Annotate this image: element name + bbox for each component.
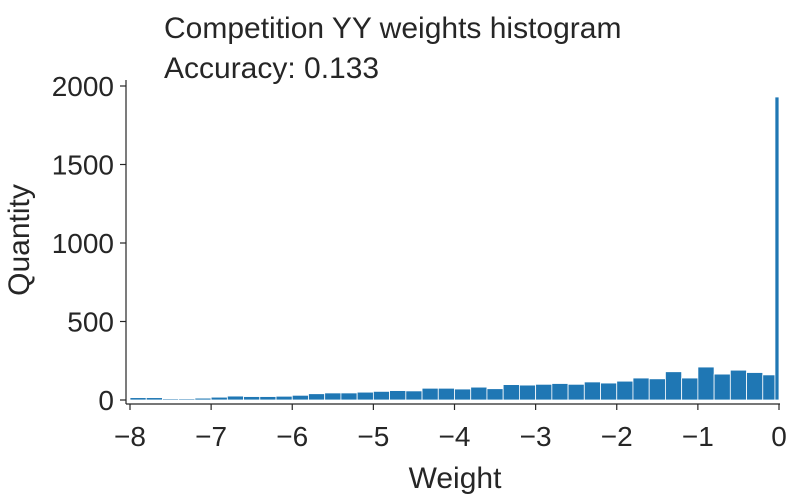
histogram-bar: [519, 384, 537, 401]
histogram-bar: [226, 395, 244, 401]
y-tick-label: 1500: [52, 150, 114, 181]
histogram-bar: [502, 384, 520, 401]
histogram-bar: [486, 388, 504, 401]
x-axis-label: Weight: [409, 462, 502, 495]
histogram-bar: [210, 396, 228, 401]
x-tick-label: −1: [682, 421, 714, 452]
histogram-bar: [583, 381, 601, 401]
histogram-bar: [713, 373, 731, 401]
y-tick-label: 500: [67, 307, 114, 338]
histogram-bar: [129, 397, 147, 401]
x-tick-label: −6: [276, 421, 308, 452]
x-tick-label: −5: [357, 421, 389, 452]
y-tick-label: 0: [98, 385, 114, 416]
histogram-bar: [275, 395, 293, 401]
histogram-bar: [616, 380, 634, 401]
histogram-bar: [291, 394, 309, 401]
y-axis-label: Quantity: [3, 184, 36, 296]
x-tick-label: 0: [771, 421, 787, 452]
histogram-bar: [324, 392, 342, 401]
y-tick-label: 1000: [52, 228, 114, 259]
histogram-bar: [389, 390, 407, 401]
histogram-bar: [567, 383, 585, 401]
histogram-bar: [162, 398, 180, 401]
histogram-bar: [665, 371, 683, 401]
x-tick-label: −3: [520, 421, 552, 452]
histogram-bar: [470, 386, 488, 401]
histogram-bar: [648, 378, 666, 401]
histogram-bar: [259, 396, 277, 401]
x-tick-label: −8: [114, 421, 146, 452]
ticks-group: 0 500 1000 1500 2000 −8 −7 −6 −5 −4 −3 −2 −1 0: [52, 71, 787, 452]
bars-group: [129, 96, 780, 401]
histogram-bar: [774, 96, 780, 401]
chart-title: Competition YY weights histogram: [164, 12, 622, 45]
histogram-bar: [308, 393, 326, 401]
histogram-bar: [421, 387, 439, 401]
histogram-bar: [178, 398, 196, 401]
axes-group: [125, 80, 780, 405]
histogram-bar: [729, 369, 747, 401]
histogram-bar: [194, 397, 212, 401]
y-tick-label: 2000: [52, 71, 114, 102]
histogram-bar: [437, 387, 455, 401]
histogram-bar: [340, 392, 358, 401]
x-tick-label: −4: [439, 421, 471, 452]
histogram-bar: [405, 390, 423, 401]
histogram-bar: [454, 388, 472, 401]
histogram-bar: [356, 391, 374, 401]
histogram-bar: [243, 396, 261, 401]
x-tick-label: −2: [601, 421, 633, 452]
histogram-bar: [145, 397, 163, 401]
histogram-bar: [681, 377, 699, 401]
histogram-bar: [600, 382, 618, 401]
histogram-bar: [535, 383, 553, 401]
histogram-bar: [551, 383, 569, 401]
histogram-bar: [372, 390, 391, 401]
histogram-bar: [746, 372, 764, 401]
chart-subtitle: Accuracy: 0.133: [164, 52, 380, 85]
histogram-bar: [697, 366, 715, 401]
x-tick-label: −7: [195, 421, 227, 452]
histogram-bar: [632, 377, 650, 401]
histogram-bar: [762, 374, 776, 401]
